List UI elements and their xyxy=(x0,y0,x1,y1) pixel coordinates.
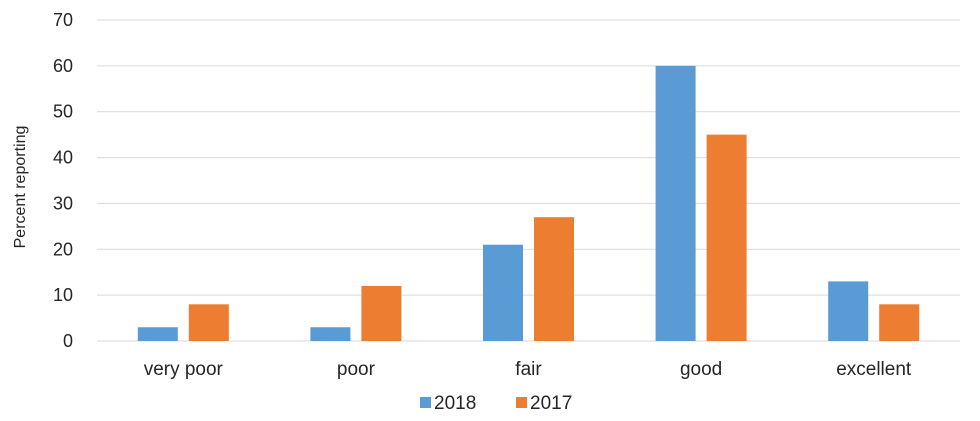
bar-2018-poor xyxy=(310,327,351,341)
bar-2017-excellent xyxy=(879,304,920,341)
y-tick-label: 70 xyxy=(53,10,73,30)
y-axis-ticks: 0 10 20 30 40 50 60 70 xyxy=(53,10,73,351)
y-tick-label: 0 xyxy=(63,331,73,351)
x-category-label: excellent xyxy=(836,359,912,380)
bar-2018-excellent xyxy=(828,281,869,341)
bar-2018-fair xyxy=(483,244,523,341)
x-axis-categories: very poor poor fair good excellent xyxy=(144,359,912,380)
legend-swatch-2018 xyxy=(420,397,431,408)
bar-2017-very-poor xyxy=(188,304,229,341)
bar-2017-poor xyxy=(361,285,402,341)
legend-swatch-2017 xyxy=(516,397,527,408)
x-category-label: good xyxy=(680,359,722,380)
y-tick-label: 30 xyxy=(53,193,73,213)
y-tick-label: 20 xyxy=(53,239,73,259)
bars xyxy=(137,65,920,341)
y-axis-label: Percent reporting xyxy=(12,126,29,249)
legend: 2018 2017 xyxy=(420,393,572,414)
y-tick-label: 60 xyxy=(53,56,73,76)
x-category-label: fair xyxy=(515,359,542,380)
legend-label: 2017 xyxy=(530,393,572,414)
bar-2018-good xyxy=(655,65,696,341)
y-tick-label: 10 xyxy=(53,285,73,305)
bar-2017-fair xyxy=(534,217,574,341)
x-category-label: very poor xyxy=(144,359,224,380)
x-category-label: poor xyxy=(337,359,376,380)
legend-label: 2018 xyxy=(434,393,476,414)
y-tick-label: 40 xyxy=(53,148,73,168)
y-tick-label: 50 xyxy=(53,102,73,122)
bar-2018-very-poor xyxy=(137,327,178,341)
gridlines xyxy=(97,19,960,342)
bar-2017-good xyxy=(706,134,747,341)
